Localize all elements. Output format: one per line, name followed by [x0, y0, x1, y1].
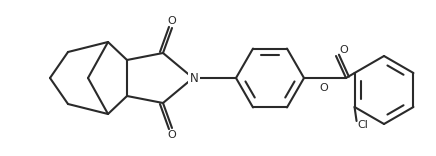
Text: O: O — [167, 130, 177, 140]
Text: O: O — [340, 45, 348, 55]
Text: O: O — [167, 16, 177, 26]
Text: O: O — [320, 83, 328, 93]
Text: N: N — [190, 71, 198, 85]
Text: Cl: Cl — [357, 120, 368, 130]
